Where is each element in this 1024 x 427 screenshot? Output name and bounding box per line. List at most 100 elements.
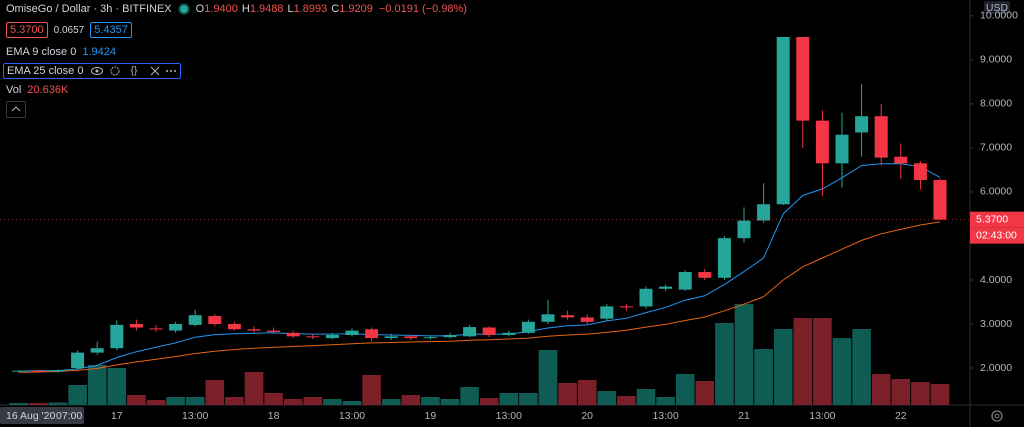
volume-bar [597,391,617,405]
volume-bar [617,396,636,405]
candle-body [776,36,790,205]
volume-bar [636,389,656,405]
candle-body [365,329,379,339]
volume-bar [911,382,930,405]
volume-bar [773,329,793,405]
ohlc-value: 1.9488 [249,3,284,15]
candle-body [345,330,359,336]
ema-line [18,221,941,373]
x-tick-label: 13:00 [182,410,208,422]
y-tick-label: 10.0000 [980,10,1018,22]
x-tick-label: 18 [268,410,280,422]
candle-body [874,116,888,158]
ema9-legend: EMA 9 close 0 1.9424 [6,46,116,58]
x-tick-label: 22 [895,410,907,422]
candle-body [482,327,496,336]
volume-bar [656,397,675,405]
x-tick-label: 19 [425,410,437,422]
volume-bar [793,318,813,405]
collapse-button[interactable] [6,101,26,118]
volume-bar [362,375,381,405]
candle-body [678,272,692,290]
ema25-legend[interactable]: EMA 25 close 0 {} [3,63,182,79]
candle-body [208,316,222,324]
candle-body [227,324,241,330]
y-tick-label: 9.0000 [980,54,1012,66]
crosshair-time: 07:00 [56,410,82,422]
volume-bar [538,350,558,405]
volume-bar [9,403,29,405]
ema25-icons[interactable]: {} [91,65,177,77]
y-tick-label: 4.0000 [980,274,1012,286]
x-tick-label: 21 [738,410,750,422]
volume-bar [558,383,577,405]
crosshair-date-box [0,407,84,424]
bid[interactable]: 5.3700 [6,22,48,38]
ema9-value: 1.9424 [82,46,116,58]
ohlc-value: 1.8993 [293,3,328,15]
settings-icon[interactable] [991,410,1003,422]
ohlc-key: L [287,3,294,15]
candle-body [717,238,731,278]
volume-bar [342,401,362,405]
candle-body [757,204,771,221]
x-tick-label: 20 [581,410,593,422]
candle-body [619,306,633,308]
y-tick-label: 3.0000 [980,318,1012,330]
candle-body [247,329,261,331]
volume-bar [577,380,597,405]
volume-bar [244,372,264,405]
candle-body [90,348,104,353]
candle-body [698,272,712,278]
candle-body [149,328,163,330]
ohlc-value: 1.9400 [204,3,238,15]
candle-body [129,324,143,328]
volume-bar [166,397,185,405]
volume-legend: Vol 20.636K [6,84,68,96]
candle-body [71,352,85,369]
spread: 0.0657 [53,24,85,36]
candle-body [463,327,477,337]
volume-bar [303,397,323,405]
candle-body [659,286,673,289]
volume-bar [440,399,460,405]
ema-line [18,163,941,372]
volume-bar [205,380,225,405]
volume-bar [479,398,499,405]
volume-bar [695,381,715,405]
volume-bar [107,368,127,405]
volume-bar [68,385,87,405]
volume-bar [146,400,166,405]
ohlc-key: C [331,3,340,15]
volume-name: Vol [6,84,22,96]
candle-body [737,220,751,239]
candle-body [267,330,281,332]
y-tick-label: 8.0000 [980,98,1012,110]
x-tick-label: 13:00 [809,410,835,422]
candle-body [306,336,320,338]
volume-bar [734,304,754,405]
candle-body [521,321,535,333]
ask[interactable]: 5.4357 [90,22,132,38]
legend-header: OmiseGo / Dollar · 3h · BITFINEX O 1.9400… [6,3,467,15]
ohlc: O 1.9400 H 1.9488 L 1.8993 C 1.9209 [196,3,373,15]
countdown-box [970,227,1024,244]
candle-body [855,116,869,133]
change: −0.0191 (−0.98%) [378,3,467,15]
candle-body [286,332,300,337]
volume-bar [127,395,146,405]
x-tick-label: 13:00 [496,410,522,422]
x-tick-label: 13:00 [339,410,365,422]
volume-bar [519,393,538,405]
x-tick-label: 13:00 [652,410,678,422]
candle-body [404,336,418,339]
volume-bar [401,395,421,405]
candle-body [933,180,947,220]
volume-bar [48,402,68,405]
candle-body [423,337,437,339]
ema9-name: EMA 9 close 0 [6,46,77,58]
volume-bar [460,387,479,405]
candle-body [51,370,65,372]
